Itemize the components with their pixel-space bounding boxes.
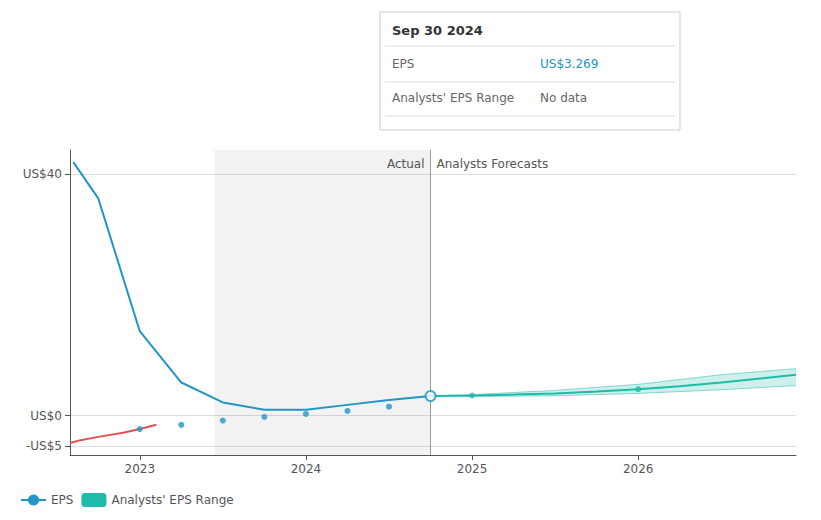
svg-text:EPS: EPS — [51, 493, 73, 507]
svg-text:Sep 30 2024: Sep 30 2024 — [392, 23, 483, 38]
svg-text:2024: 2024 — [291, 462, 322, 476]
svg-text:2026: 2026 — [623, 462, 654, 476]
svg-text:US$40: US$40 — [23, 167, 62, 181]
svg-text:US$0: US$0 — [30, 409, 62, 423]
svg-text:Actual: Actual — [387, 157, 425, 171]
svg-text:2023: 2023 — [125, 462, 156, 476]
svg-text:Analysts' EPS Range: Analysts' EPS Range — [392, 91, 514, 105]
svg-text:2025: 2025 — [457, 462, 488, 476]
svg-text:Analysts Forecasts: Analysts Forecasts — [437, 157, 549, 171]
svg-text:No data: No data — [540, 91, 587, 105]
svg-text:Analysts' EPS Range: Analysts' EPS Range — [111, 493, 233, 507]
svg-text:US$3.269: US$3.269 — [540, 57, 598, 71]
svg-text:EPS: EPS — [392, 57, 414, 71]
svg-text:-US$5: -US$5 — [26, 439, 62, 453]
